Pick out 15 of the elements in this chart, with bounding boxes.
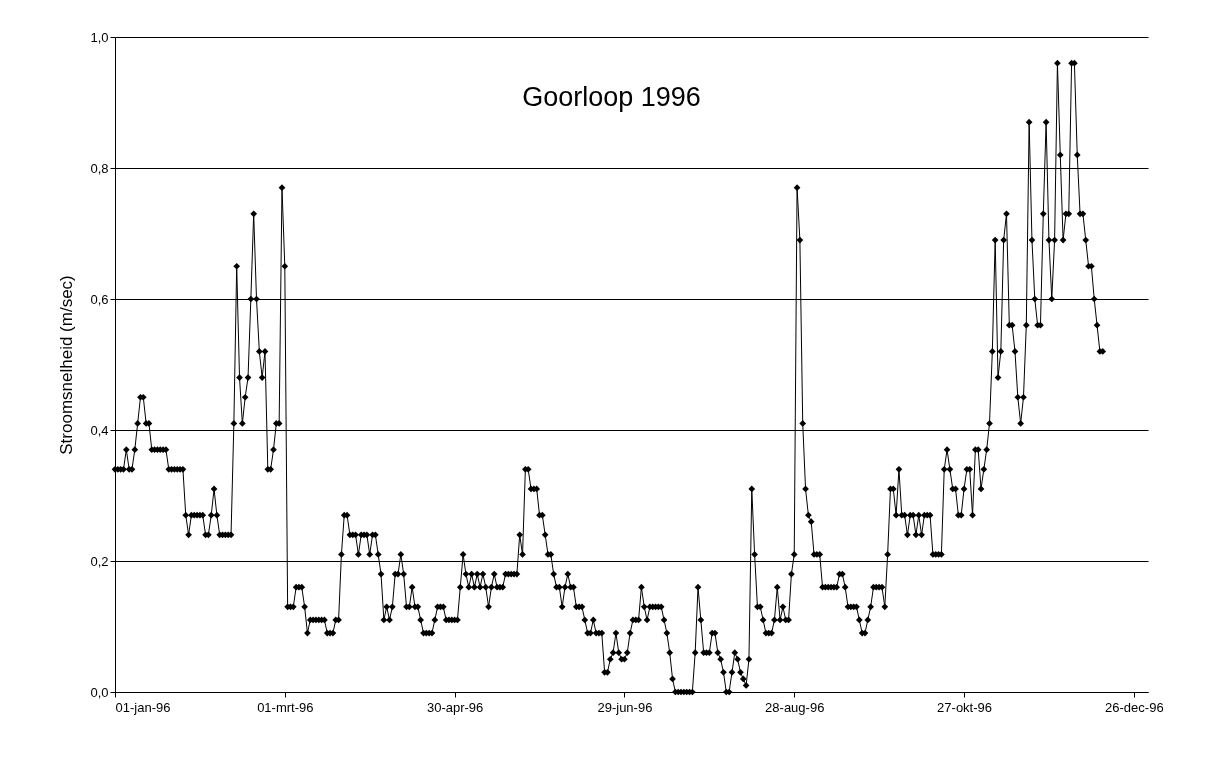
x-tick-label: 01-mrt-96 <box>257 699 314 715</box>
y-tick-label: 0,8 <box>90 160 109 176</box>
y-tick-label: 1,0 <box>90 29 109 45</box>
x-tick-label: 27-okt-96 <box>937 699 992 715</box>
x-tick-label: 01-jan-96 <box>115 699 171 715</box>
x-tick-label: 29-jun-96 <box>597 699 653 715</box>
x-tick-label: 30-apr-96 <box>426 699 484 715</box>
y-axis-title: Stroomsnelheid (m/sec) <box>57 275 77 455</box>
x-tick-label: 26-dec-96 <box>1105 699 1164 715</box>
y-tick-label: 0,6 <box>90 291 109 307</box>
y-tick-label: 0,2 <box>90 553 109 569</box>
x-tick-label: 28-aug-96 <box>765 699 825 715</box>
text: Goorloop 1996 <box>522 82 701 112</box>
y-tick-label: 0,0 <box>90 684 109 700</box>
y-tick-label: 0,4 <box>90 422 109 438</box>
